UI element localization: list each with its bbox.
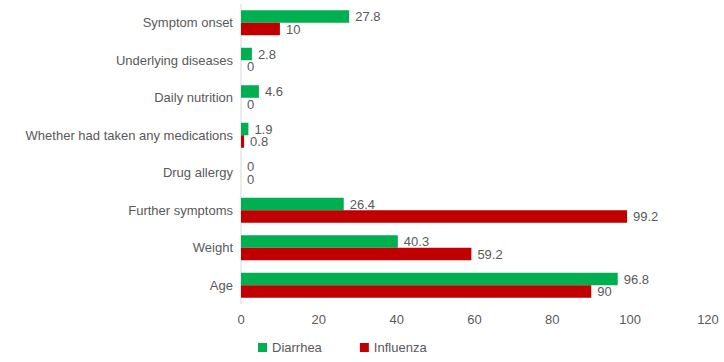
legend: Diarrhea Influenza bbox=[258, 340, 427, 355]
category-label: Underlying diseases bbox=[116, 53, 234, 68]
bar bbox=[241, 160, 242, 173]
bar bbox=[241, 248, 471, 261]
chart: 020406080100120Symptom onsetUnderlying d… bbox=[0, 0, 724, 362]
bar bbox=[241, 285, 591, 298]
x-tick bbox=[708, 304, 709, 307]
data-label: 59.2 bbox=[477, 247, 502, 262]
category-label: Further symptoms bbox=[128, 203, 233, 218]
x-tick-label: 80 bbox=[545, 312, 559, 327]
category-label: Whether had taken any medications bbox=[26, 128, 234, 143]
x-tick bbox=[474, 304, 475, 307]
data-label: 0 bbox=[247, 97, 254, 112]
legend-swatch bbox=[360, 343, 369, 352]
bar bbox=[241, 210, 627, 223]
x-tick bbox=[241, 304, 242, 307]
bar bbox=[241, 173, 242, 186]
x-tick-label: 40 bbox=[389, 312, 403, 327]
bar bbox=[241, 273, 618, 286]
x-tick-label: 60 bbox=[467, 312, 481, 327]
data-label: 10 bbox=[286, 22, 300, 37]
data-label: 26.4 bbox=[350, 197, 375, 212]
x-tick bbox=[396, 304, 397, 307]
x-tick bbox=[552, 304, 553, 307]
x-tick bbox=[318, 304, 319, 307]
data-label: 0 bbox=[247, 172, 254, 187]
bar bbox=[241, 235, 398, 248]
data-label: 0.8 bbox=[250, 134, 268, 149]
bar bbox=[241, 123, 248, 136]
x-tick-label: 20 bbox=[312, 312, 326, 327]
data-label: 0 bbox=[247, 59, 254, 74]
data-label: 99.2 bbox=[633, 209, 658, 224]
data-label: 96.8 bbox=[624, 272, 649, 287]
data-labels: 27.82.84.61.9026.440.396.810000.8099.259… bbox=[247, 9, 658, 299]
bar bbox=[241, 135, 244, 148]
data-label: 40.3 bbox=[404, 234, 429, 249]
legend-label: Influenza bbox=[374, 340, 428, 355]
category-label: Weight bbox=[193, 240, 234, 255]
data-label: 2.8 bbox=[258, 47, 276, 62]
bar bbox=[241, 198, 344, 211]
x-tick-label: 0 bbox=[237, 312, 244, 327]
x-tick-label: 120 bbox=[697, 312, 719, 327]
category-label: Symptom onset bbox=[143, 15, 234, 30]
data-label: 90 bbox=[597, 284, 611, 299]
bar bbox=[241, 23, 280, 36]
bar bbox=[241, 98, 242, 111]
category-label: Drug allergy bbox=[163, 165, 234, 180]
category-label: Daily nutrition bbox=[154, 90, 233, 105]
legend-label: Diarrhea bbox=[272, 340, 323, 355]
category-label: Age bbox=[210, 278, 233, 293]
data-label: 27.8 bbox=[355, 9, 380, 24]
x-tick bbox=[630, 304, 631, 307]
data-label: 4.6 bbox=[265, 84, 283, 99]
bar bbox=[241, 60, 242, 73]
x-tick-label: 100 bbox=[619, 312, 641, 327]
bars bbox=[241, 10, 627, 298]
legend-swatch bbox=[258, 343, 267, 352]
